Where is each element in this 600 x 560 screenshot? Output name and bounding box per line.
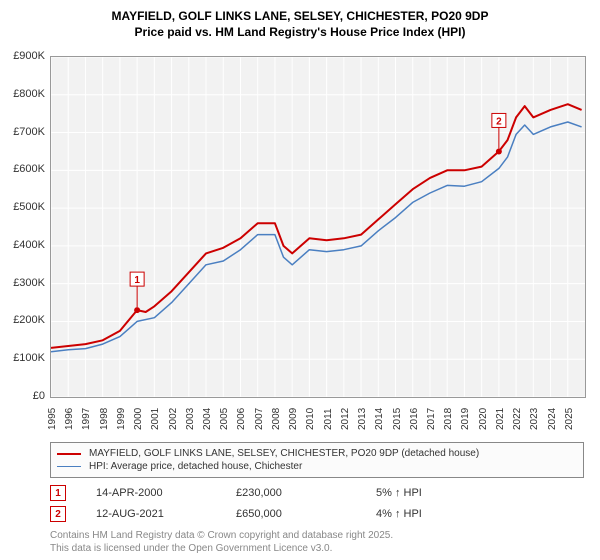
- xtick-label: 2025: [564, 408, 575, 430]
- xtick-label: 2016: [409, 408, 420, 430]
- ytick-label: £300K: [13, 277, 45, 289]
- ytick-label: £0: [33, 390, 45, 402]
- xtick-label: 1998: [99, 408, 110, 430]
- xtick-label: 1996: [64, 408, 75, 430]
- xtick-label: 1999: [116, 408, 127, 430]
- xtick-label: 2008: [271, 408, 282, 430]
- ytick-label: £600K: [13, 163, 45, 175]
- xtick-label: 2017: [426, 408, 437, 430]
- title-block: MAYFIELD, GOLF LINKS LANE, SELSEY, CHICH…: [0, 0, 600, 40]
- xtick-label: 2012: [340, 408, 351, 430]
- xtick-label: 1995: [47, 408, 58, 430]
- ytick-label: £200K: [13, 314, 45, 326]
- xtick-label: 2022: [512, 408, 523, 430]
- chart-container: MAYFIELD, GOLF LINKS LANE, SELSEY, CHICH…: [0, 0, 600, 560]
- xtick-label: 2009: [288, 408, 299, 430]
- marker-info-row-2: 2 12-AUG-2021 £650,000 4% ↑ HPI: [50, 506, 584, 522]
- footer-line-2: This data is licensed under the Open Gov…: [50, 543, 332, 554]
- xtick-label: 2015: [392, 408, 403, 430]
- plot-svg: 12: [51, 57, 585, 397]
- marker-badge-2: 2: [50, 506, 66, 522]
- marker-delta-1: 5% ↑ HPI: [376, 487, 516, 499]
- xtick-label: 2021: [495, 408, 506, 430]
- ytick-label: £900K: [13, 50, 45, 62]
- svg-text:1: 1: [134, 275, 140, 286]
- ytick-label: £700K: [13, 126, 45, 138]
- ytick-label: £400K: [13, 239, 45, 251]
- marker-date-2: 12-AUG-2021: [96, 508, 236, 520]
- marker-price-2: £650,000: [236, 508, 376, 520]
- xtick-label: 2010: [305, 408, 316, 430]
- marker-info-row-1: 1 14-APR-2000 £230,000 5% ↑ HPI: [50, 485, 584, 501]
- legend-row-2: HPI: Average price, detached house, Chic…: [57, 460, 577, 473]
- marker-delta-2: 4% ↑ HPI: [376, 508, 516, 520]
- xtick-label: 2020: [478, 408, 489, 430]
- xtick-label: 2014: [374, 408, 385, 430]
- svg-text:2: 2: [496, 116, 502, 127]
- marker-price-1: £230,000: [236, 487, 376, 499]
- xtick-label: 2019: [460, 408, 471, 430]
- marker-badge-1: 1: [50, 485, 66, 501]
- footer-line-1: Contains HM Land Registry data © Crown c…: [50, 530, 393, 541]
- ytick-label: £100K: [13, 352, 45, 364]
- legend-row-1: MAYFIELD, GOLF LINKS LANE, SELSEY, CHICH…: [57, 447, 577, 460]
- xtick-label: 2007: [254, 408, 265, 430]
- legend-label-2: HPI: Average price, detached house, Chic…: [89, 461, 302, 472]
- xtick-label: 2005: [219, 408, 230, 430]
- xtick-label: 2023: [529, 408, 540, 430]
- xtick-label: 2013: [357, 408, 368, 430]
- legend-swatch-red: [57, 453, 81, 455]
- legend-label-1: MAYFIELD, GOLF LINKS LANE, SELSEY, CHICH…: [89, 448, 479, 459]
- ytick-label: £800K: [13, 88, 45, 100]
- plot-area: 12: [50, 56, 586, 398]
- xtick-label: 2001: [150, 408, 161, 430]
- ytick-label: £500K: [13, 201, 45, 213]
- legend-box: MAYFIELD, GOLF LINKS LANE, SELSEY, CHICH…: [50, 442, 584, 478]
- xtick-label: 2000: [133, 408, 144, 430]
- title-line-2: Price paid vs. HM Land Registry's House …: [0, 24, 600, 40]
- title-line-1: MAYFIELD, GOLF LINKS LANE, SELSEY, CHICH…: [0, 8, 600, 24]
- xtick-label: 2004: [202, 408, 213, 430]
- xtick-label: 1997: [81, 408, 92, 430]
- marker-date-1: 14-APR-2000: [96, 487, 236, 499]
- legend-swatch-blue: [57, 466, 81, 467]
- xtick-label: 2006: [236, 408, 247, 430]
- xtick-label: 2024: [547, 408, 558, 430]
- xtick-label: 2003: [185, 408, 196, 430]
- xtick-label: 2011: [323, 408, 334, 430]
- xtick-label: 2002: [168, 408, 179, 430]
- xtick-label: 2018: [443, 408, 454, 430]
